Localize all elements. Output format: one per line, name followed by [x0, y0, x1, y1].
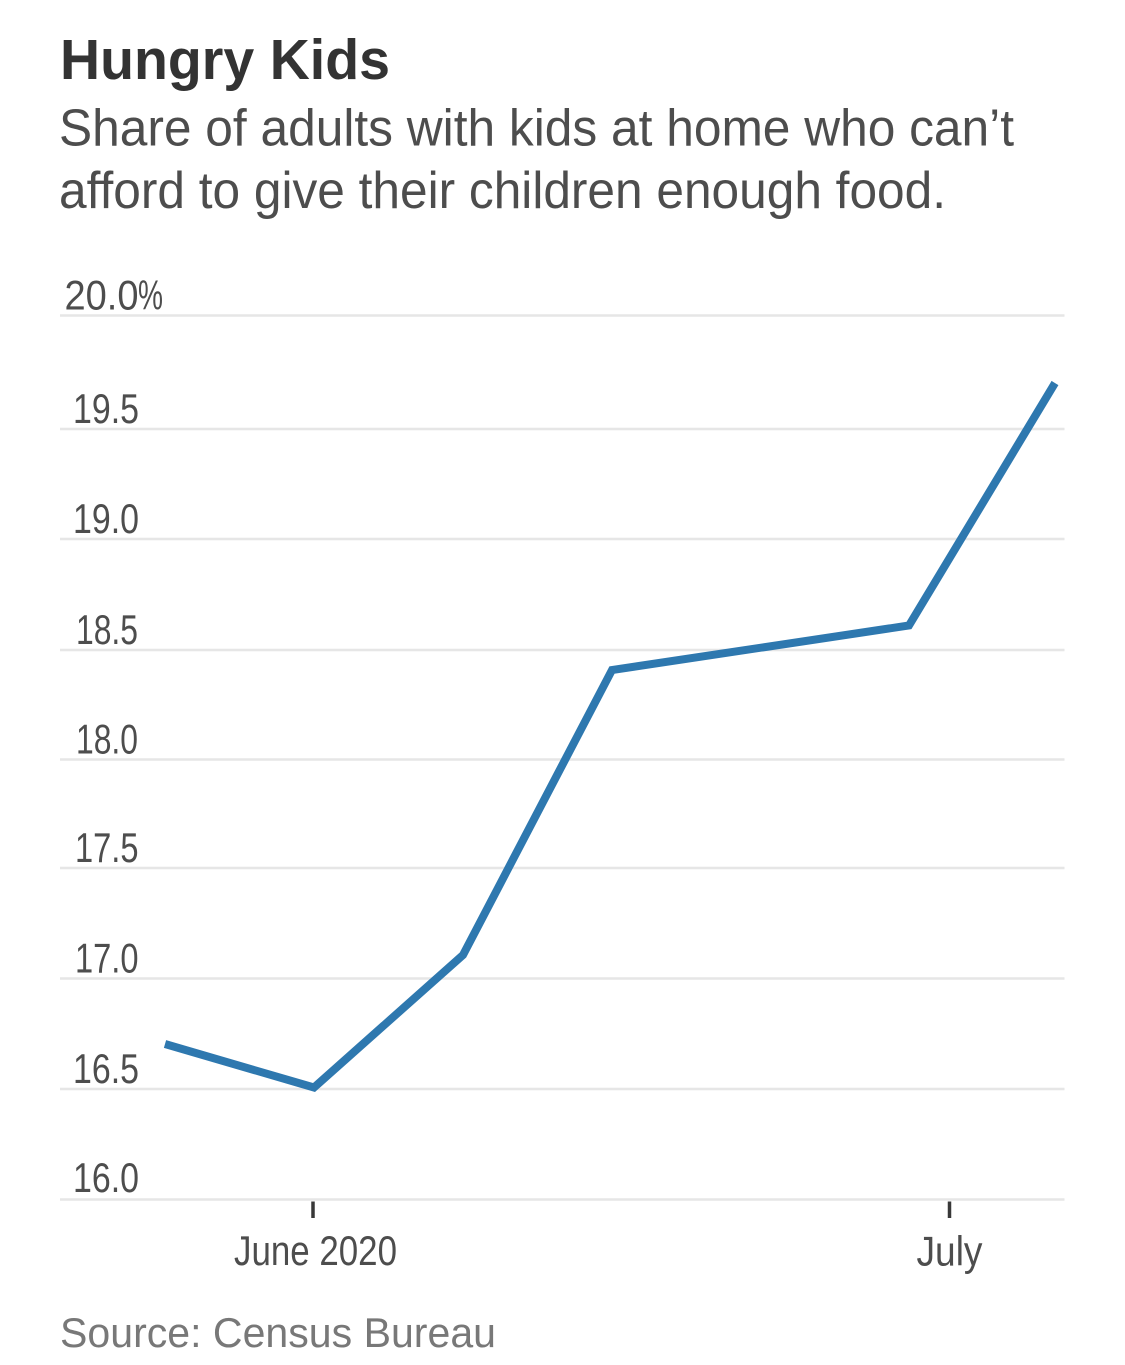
svg-text:Hungry Kids: Hungry Kids	[60, 28, 390, 92]
svg-text:Source: Census Bureau: Source: Census Bureau	[60, 1309, 496, 1356]
svg-text:17.0: 17.0	[75, 935, 139, 982]
svg-text:19.5: 19.5	[73, 385, 139, 432]
svg-text:16.0: 16.0	[73, 1154, 139, 1201]
svg-text:18.5: 18.5	[76, 606, 138, 653]
svg-text:July: July	[917, 1228, 983, 1275]
svg-text:June 2020: June 2020	[234, 1227, 397, 1274]
svg-text:Share of adults with kids at h: Share of adults with kids at home who ca…	[59, 100, 1015, 158]
svg-text:18.0: 18.0	[76, 716, 138, 763]
svg-text:19.0: 19.0	[73, 495, 139, 542]
svg-text:16.5: 16.5	[73, 1045, 139, 1092]
svg-text:20.0: 20.0	[65, 272, 139, 319]
svg-text:%: %	[138, 272, 163, 319]
svg-text:afford to give their children: afford to give their children enough foo…	[59, 162, 946, 220]
svg-text:17.5: 17.5	[75, 824, 139, 871]
